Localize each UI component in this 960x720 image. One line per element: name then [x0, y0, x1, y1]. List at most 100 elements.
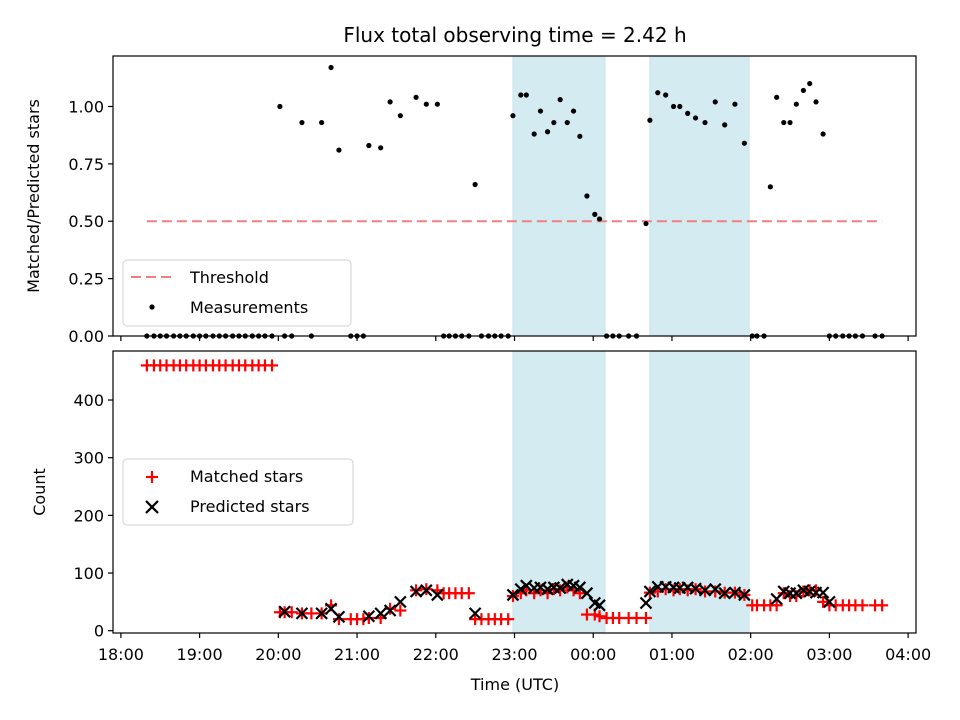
predicted-star-point — [698, 584, 712, 597]
bottom-y-tick-label: 0 — [94, 622, 104, 641]
predicted-star-point — [718, 586, 731, 600]
x-tick-label: 20:00 — [255, 645, 301, 664]
predicted-star-point — [394, 595, 407, 609]
matched-star-point — [573, 587, 586, 600]
measurement-point — [781, 119, 787, 126]
bottom-y-tick-label: 300 — [73, 449, 104, 468]
legend-threshold-label: Threshold — [189, 268, 269, 287]
measurement-point — [722, 122, 728, 128]
measurement-point — [712, 99, 718, 105]
predicted-star-point — [823, 595, 836, 609]
matched-star-point — [709, 585, 722, 598]
matched-star-point — [394, 604, 407, 617]
predicted-star-point — [383, 604, 397, 617]
predicted-star-point — [420, 584, 433, 597]
measurement-point — [685, 110, 691, 116]
predicted-star-point — [514, 582, 528, 596]
matched-star-point — [876, 599, 889, 612]
bottom-y-tick-label: 100 — [73, 564, 104, 583]
x-tick-label: 02:00 — [728, 645, 774, 664]
top-legend: Threshold Measurements — [122, 259, 352, 327]
predicted-star-point — [738, 588, 751, 602]
measurement-point — [584, 193, 590, 199]
measurement-point — [423, 101, 429, 107]
predicted-star-point — [643, 585, 657, 598]
matched-star-point — [462, 587, 475, 600]
predicted-star-point — [553, 581, 567, 595]
measurement-point — [378, 145, 384, 151]
x-tick-label: 21:00 — [334, 645, 380, 664]
predicted-star-point — [816, 586, 830, 599]
bottom-y-axis-label: Count — [30, 468, 49, 516]
measurement-point — [577, 133, 583, 139]
measurement-point — [655, 90, 661, 96]
predicted-star-point — [374, 607, 387, 620]
top-panel: 0.00 0.25 0.50 0.75 1.00 Matched/Predicted s… — [24, 55, 917, 346]
predicted-star-point — [468, 607, 482, 620]
measurement-point — [647, 117, 653, 123]
predicted-star-point — [639, 596, 653, 610]
x-tick-label: 00:00 — [570, 645, 616, 664]
measurement-point — [592, 211, 598, 217]
bottom-axes-frame — [112, 350, 917, 634]
measurement-point — [774, 94, 780, 100]
bottom-y-tick-label: 400 — [73, 391, 104, 410]
predicted-star-point — [728, 586, 742, 599]
bottom-legend: Matched stars Predicted stars — [122, 458, 354, 526]
legend-matched-label: Matched stars — [190, 467, 303, 486]
matched-star-point — [593, 610, 606, 623]
matched-star-point — [502, 613, 515, 626]
matched-star-point — [817, 595, 830, 608]
top-band-0 — [512, 55, 606, 337]
measurement-point — [523, 92, 529, 98]
measurement-point — [813, 99, 819, 105]
measurement-point — [544, 129, 551, 135]
measurement-point — [807, 80, 813, 87]
legend-measurements-swatch — [149, 304, 155, 310]
x-tick-label: 23:00 — [491, 645, 537, 664]
bottom-legend-box — [122, 458, 354, 526]
bottom-y-tick-label: 200 — [73, 506, 104, 525]
measurement-point — [277, 103, 283, 110]
bottom-panel: 18:00 19:00 20:00 21:00 22:00 23:00 00:00 01:00… — [30, 350, 931, 694]
predicted-star-point — [520, 579, 533, 592]
measurement-point — [328, 64, 334, 71]
matched-star-point — [777, 587, 790, 600]
top-y-axis-label: Matched/Predicted stars — [24, 99, 43, 293]
measurement-point — [518, 92, 524, 98]
measurement-point — [767, 184, 773, 190]
legend-matched-swatch — [146, 471, 158, 483]
measurement-point — [732, 101, 738, 107]
matched-star-point — [285, 606, 298, 619]
measurement-point — [692, 115, 699, 121]
matched-star-point — [770, 599, 783, 612]
predicted-star-point — [708, 582, 722, 596]
matched-star-point — [305, 607, 318, 620]
measurement-point — [787, 119, 793, 126]
top-highlight-bands — [512, 55, 750, 337]
predicted-star-point — [362, 609, 376, 623]
predicted-star-point — [278, 605, 291, 618]
measurement-point — [336, 147, 342, 153]
predicted-star-point — [332, 610, 346, 624]
top-y-tick-label: 0.50 — [68, 212, 104, 231]
top-band-1 — [649, 55, 750, 337]
measurement-point — [741, 140, 747, 146]
measurement-point — [800, 87, 807, 94]
predicted-star-point — [689, 582, 702, 595]
measurement-point — [596, 216, 603, 222]
measurement-point — [670, 103, 677, 110]
x-tick-label: 18:00 — [98, 645, 144, 664]
top-y-tick-label: 0.00 — [68, 327, 104, 346]
measurement-point — [537, 108, 544, 114]
x-axis-label: Time (UTC) — [470, 675, 559, 694]
predicted-star-point — [506, 588, 520, 602]
measurement-point — [319, 119, 325, 126]
x-tick-label: 22:00 — [413, 645, 459, 664]
predicted-star-point — [409, 585, 423, 598]
measurement-point — [434, 101, 440, 107]
bottom-axis-ticks: 18:00 19:00 20:00 21:00 22:00 23:00 00:00 01:00… — [73, 391, 931, 664]
chart-title: Flux total observing time = 2.42 h — [343, 23, 686, 47]
measurement-point — [551, 119, 557, 126]
measurement-point — [397, 113, 403, 119]
